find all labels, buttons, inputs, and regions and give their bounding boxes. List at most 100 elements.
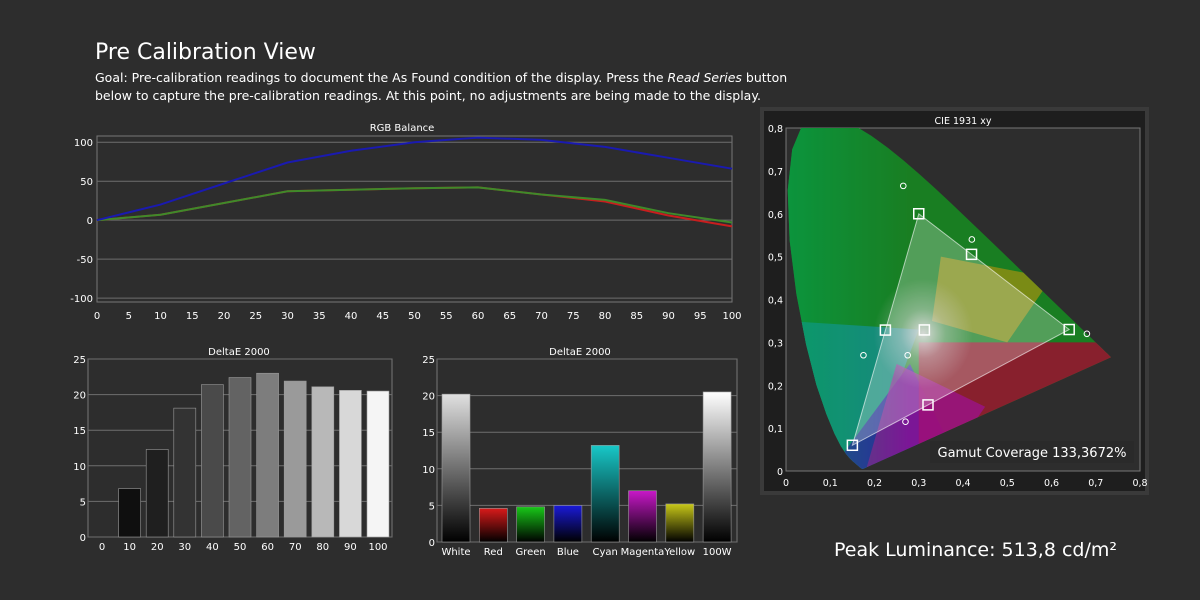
rgb-xtick-label: 30 <box>281 311 294 322</box>
color-bar <box>516 506 545 543</box>
gray-bar <box>228 377 252 538</box>
rgb-xtick-label: 80 <box>599 311 612 322</box>
rgb-xtick-label: 5 <box>126 311 132 322</box>
gray-bar <box>256 372 279 538</box>
rgb-xtick-label: 15 <box>186 311 199 322</box>
gray-bar <box>311 386 335 538</box>
rgb-ytick-label: 0 <box>87 216 93 227</box>
color-xtick-label: Cyan <box>593 547 618 558</box>
rgb-xtick-label: 55 <box>440 311 453 322</box>
color-bar <box>702 391 732 543</box>
cie-xtick-label: 0,5 <box>1000 478 1015 489</box>
deltae-colors-title: DeltaE 2000 <box>549 347 611 358</box>
gray-bar <box>201 384 224 538</box>
rgb-ytick-label: 50 <box>80 177 93 188</box>
target-point-marker <box>922 399 934 411</box>
cie-xtick-label: 0,6 <box>1044 478 1059 489</box>
gray-xtick-label: 20 <box>151 542 164 553</box>
color-bar <box>665 503 695 543</box>
cie-xtick-label: 0,8 <box>1132 478 1147 489</box>
measured-point-marker <box>904 351 911 359</box>
cie-ytick-label: 0 <box>777 467 783 478</box>
gray-xtick-label: 90 <box>344 542 357 553</box>
color-xtick-label: Blue <box>557 547 579 558</box>
cie-xtick-label: 0 <box>783 478 789 489</box>
cie-overlay <box>846 182 1091 452</box>
gray-bar <box>339 390 362 538</box>
rgb-xtick-label: 85 <box>630 311 643 322</box>
cie-ytick-label: 0,6 <box>768 210 783 221</box>
gray-xtick-label: 70 <box>289 542 302 553</box>
rgb-ytick-label: -50 <box>77 255 93 266</box>
rgb-xtick-label: 70 <box>535 311 548 322</box>
rgb-balance-title: RGB Balance <box>370 123 435 134</box>
rgb-plot-area <box>96 135 733 303</box>
measured-point-marker <box>902 418 909 425</box>
gamut-coverage-label: Gamut Coverage 133,3672% <box>938 446 1127 461</box>
cie-ytick-label: 0,4 <box>768 296 783 307</box>
gamut-coverage-box <box>930 441 1134 463</box>
cie-xtick-label: 0,7 <box>1088 478 1103 489</box>
rgb-ytick-label: 100 <box>74 138 93 149</box>
cie-ytick-label: 0,3 <box>768 338 783 349</box>
color-xtick-label: White <box>441 547 470 558</box>
read-series-reference: Read Series <box>667 70 742 85</box>
gray-xtick-label: 80 <box>316 542 329 553</box>
color-xtick-label: Red <box>484 547 503 558</box>
gray-xtick-label: 30 <box>178 542 191 553</box>
color-ytick-label: 15 <box>422 428 435 439</box>
gray-xtick-label: 50 <box>234 542 247 553</box>
color-ytick-label: 0 <box>429 538 435 549</box>
rgb-xtick-label: 50 <box>408 311 421 322</box>
rgb-ytick-label: -100 <box>70 294 93 305</box>
rgb-xtick-label: 75 <box>567 311 580 322</box>
color-xtick-label: Magenta <box>621 547 665 558</box>
cie-xtick-label: 0,3 <box>911 478 926 489</box>
rgb-xtick-label: 35 <box>313 311 326 322</box>
color-xtick-label: 100W <box>703 547 732 558</box>
rgb-xtick-label: 10 <box>154 311 167 322</box>
gray-ytick-label: 5 <box>80 497 86 508</box>
goal-description: Goal: Pre-calibration readings to docume… <box>95 69 795 105</box>
color-bar <box>590 445 620 543</box>
target-point-marker <box>879 324 892 336</box>
gray-ytick-label: 25 <box>73 355 86 366</box>
target-gamut-outline <box>851 212 1071 447</box>
color-ytick-label: 5 <box>429 501 435 512</box>
cie-ytick-label: 0,8 <box>768 124 783 135</box>
gray-bar <box>366 390 390 538</box>
rgb-xtick-label: 100 <box>722 311 741 322</box>
gray-bar <box>145 449 169 538</box>
cie-ytick-label: 0,2 <box>768 381 783 392</box>
measured-point-marker <box>1083 330 1091 338</box>
cie-xtick-label: 0,2 <box>867 478 882 489</box>
color-bar <box>628 490 657 543</box>
target-point-marker <box>846 439 859 452</box>
cie-ytick-label: 0,7 <box>768 167 783 178</box>
color-xtick-label: Yellow <box>663 547 695 558</box>
goal-prefix: Goal: Pre-calibration readings to docume… <box>95 70 668 85</box>
color-bar <box>441 393 471 543</box>
gray-xtick-label: 60 <box>261 542 274 553</box>
deltae-grayscale-title: DeltaE 2000 <box>208 347 270 358</box>
gray-bar <box>283 380 307 538</box>
color-ytick-label: 10 <box>422 465 435 476</box>
gray-ytick-label: 10 <box>73 462 86 473</box>
target-point-marker <box>1063 323 1075 336</box>
rgb-series-line-1 <box>96 186 733 224</box>
locus-white-center <box>873 278 973 389</box>
color-bar <box>478 508 508 543</box>
gray-xtick-label: 40 <box>206 542 219 553</box>
cie-title: CIE 1931 xy <box>935 116 992 127</box>
cie-ytick-label: 0,1 <box>768 424 783 435</box>
target-point-marker <box>913 208 925 220</box>
rgb-xtick-label: 60 <box>472 311 485 322</box>
peak-luminance: Peak Luminance: 513,8 cd/m² <box>834 539 1118 561</box>
color-ytick-label: 25 <box>422 355 435 366</box>
rgb-xtick-label: 45 <box>376 311 389 322</box>
gray-bar <box>173 407 197 538</box>
measured-point-marker <box>899 182 907 190</box>
